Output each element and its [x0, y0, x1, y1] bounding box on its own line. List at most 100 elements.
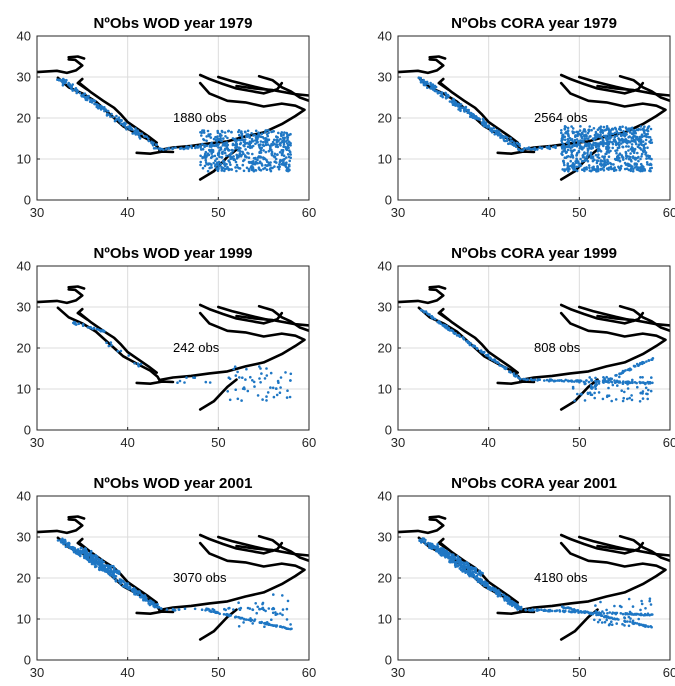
observation-point: [223, 161, 226, 164]
observation-point: [193, 607, 197, 611]
observation-point: [644, 386, 648, 390]
observation-point: [643, 149, 646, 152]
observation-point: [606, 162, 610, 166]
observation-point: [246, 151, 249, 155]
observation-point: [280, 149, 284, 152]
observation-point: [590, 128, 593, 132]
chart-panel-6: 30 40 50 60 0 10 20 30 40 NºObs CORA year 2001 418…: [378, 475, 675, 680]
observation-point: [119, 349, 123, 353]
observation-point: [287, 140, 291, 144]
observation-point: [115, 569, 119, 573]
observation-point: [444, 97, 448, 100]
observation-point: [634, 142, 638, 146]
observation-point: [284, 162, 287, 165]
observation-point: [625, 145, 628, 148]
observation-point: [600, 614, 604, 617]
observation-point: [115, 114, 118, 118]
observation-point: [279, 612, 282, 615]
observation-point: [611, 128, 615, 131]
observation-point: [621, 612, 625, 616]
observation-point: [594, 604, 597, 607]
observation-point: [151, 144, 155, 147]
observation-point: [286, 169, 290, 173]
observation-point: [265, 367, 268, 370]
observation-point: [216, 143, 220, 147]
observation-point: [493, 133, 497, 136]
observation-point: [223, 151, 227, 155]
observation-point: [242, 159, 245, 163]
observation-point: [125, 128, 128, 131]
observation-point: [168, 147, 171, 150]
observation-point: [611, 142, 615, 146]
observation-point: [587, 164, 591, 167]
observation-point: [650, 625, 653, 629]
observation-point: [286, 136, 289, 140]
observation-point: [592, 127, 596, 130]
x-tick-label: 30: [30, 205, 44, 220]
observation-point: [106, 564, 109, 567]
observation-point: [645, 392, 648, 396]
observation-point: [250, 137, 254, 141]
observation-point: [208, 381, 212, 384]
observation-point: [649, 603, 653, 606]
x-tick-label: 50: [572, 205, 586, 220]
observation-point: [225, 141, 229, 144]
observation-point: [419, 81, 423, 84]
observation-point: [615, 143, 618, 147]
observation-point: [89, 326, 92, 330]
observation-point: [222, 613, 226, 616]
observation-point: [232, 367, 235, 371]
observation-point: [571, 127, 575, 130]
observation-point: [248, 142, 252, 146]
observation-point: [638, 380, 641, 384]
observation-point: [244, 618, 248, 621]
observation-point: [282, 143, 286, 146]
observation-point: [605, 125, 609, 128]
observation-point: [574, 168, 577, 172]
observation-point: [631, 378, 634, 382]
observation-point: [221, 152, 224, 156]
y-tick-label: 30: [378, 70, 392, 85]
observation-point: [569, 159, 572, 163]
observation-point: [245, 155, 248, 159]
observation-point: [641, 397, 645, 400]
observation-point: [647, 359, 651, 362]
observation-point: [480, 581, 484, 584]
observation-point: [228, 613, 232, 617]
observation-point: [71, 89, 74, 92]
observation-point: [645, 135, 648, 139]
observation-point: [222, 137, 225, 140]
observation-point: [643, 169, 647, 172]
observation-point: [577, 611, 580, 614]
coastline-segment: [158, 541, 306, 612]
chart-panel-4: 30 40 50 60 0 10 20 30 40 NºObs CORA year 1999 808…: [378, 245, 675, 450]
observation-point: [441, 324, 445, 327]
observation-point: [65, 544, 69, 547]
observation-point: [462, 567, 466, 570]
observation-point: [601, 610, 604, 613]
observation-point: [419, 76, 423, 80]
coastline-segment: [78, 81, 158, 144]
coastline-segment: [235, 84, 309, 97]
observation-point: [274, 611, 277, 614]
observation-point: [250, 165, 253, 169]
observation-point: [639, 376, 642, 379]
observation-point: [589, 612, 592, 616]
y-tick-label: 0: [24, 193, 31, 208]
observation-point: [587, 380, 591, 384]
observation-point: [475, 346, 479, 350]
observation-point: [604, 128, 608, 132]
observation-point: [116, 571, 120, 575]
observation-point: [566, 132, 570, 135]
observation-point: [65, 78, 68, 82]
observation-point: [486, 583, 489, 586]
observation-point: [237, 129, 241, 132]
observation-point: [225, 162, 228, 166]
observation-point: [250, 139, 254, 143]
observation-point: [477, 117, 481, 121]
observation-point: [253, 618, 257, 621]
coastline-segment: [67, 55, 86, 60]
observation-point: [490, 130, 494, 134]
observation-point: [209, 136, 213, 139]
y-tick-label: 10: [17, 152, 31, 167]
